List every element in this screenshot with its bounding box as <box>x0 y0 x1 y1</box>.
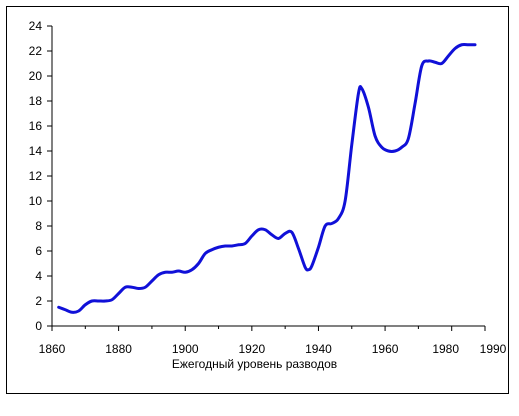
y-tick-label: 14 <box>29 144 43 158</box>
y-tick-label: 10 <box>29 194 43 208</box>
y-tick-label: 8 <box>35 219 42 233</box>
x-tick-label: 1990 <box>480 342 507 356</box>
x-ticks: 1860 1880 1900 1920 1940 1960 1980 1990 <box>39 326 507 356</box>
x-tick-label: 1960 <box>372 342 399 356</box>
y-tick-label: 0 <box>35 319 42 333</box>
y-tick-label: 22 <box>29 44 43 58</box>
series-group <box>57 42 477 314</box>
y-tick-label: 24 <box>29 19 43 33</box>
x-axis-label: Ежегодный уровень разводов <box>172 357 337 371</box>
x-tick-label: 1900 <box>172 342 199 356</box>
series-line-0 <box>57 42 477 314</box>
y-tick-label: 6 <box>35 244 42 258</box>
y-tick-label: 18 <box>29 94 43 108</box>
y-tick-label: 12 <box>29 169 43 183</box>
x-tick-label: 1940 <box>305 342 332 356</box>
y-tick-label: 16 <box>29 119 43 133</box>
x-tick-label: 1860 <box>39 342 66 356</box>
y-tick-label: 2 <box>35 294 42 308</box>
y-tick-label: 20 <box>29 69 43 83</box>
y-tick-label: 4 <box>35 269 42 283</box>
x-tick-label: 1880 <box>105 342 132 356</box>
chart-frame <box>6 6 509 394</box>
x-tick-label: 1920 <box>238 342 265 356</box>
x-tick-label: 1980 <box>432 342 459 356</box>
